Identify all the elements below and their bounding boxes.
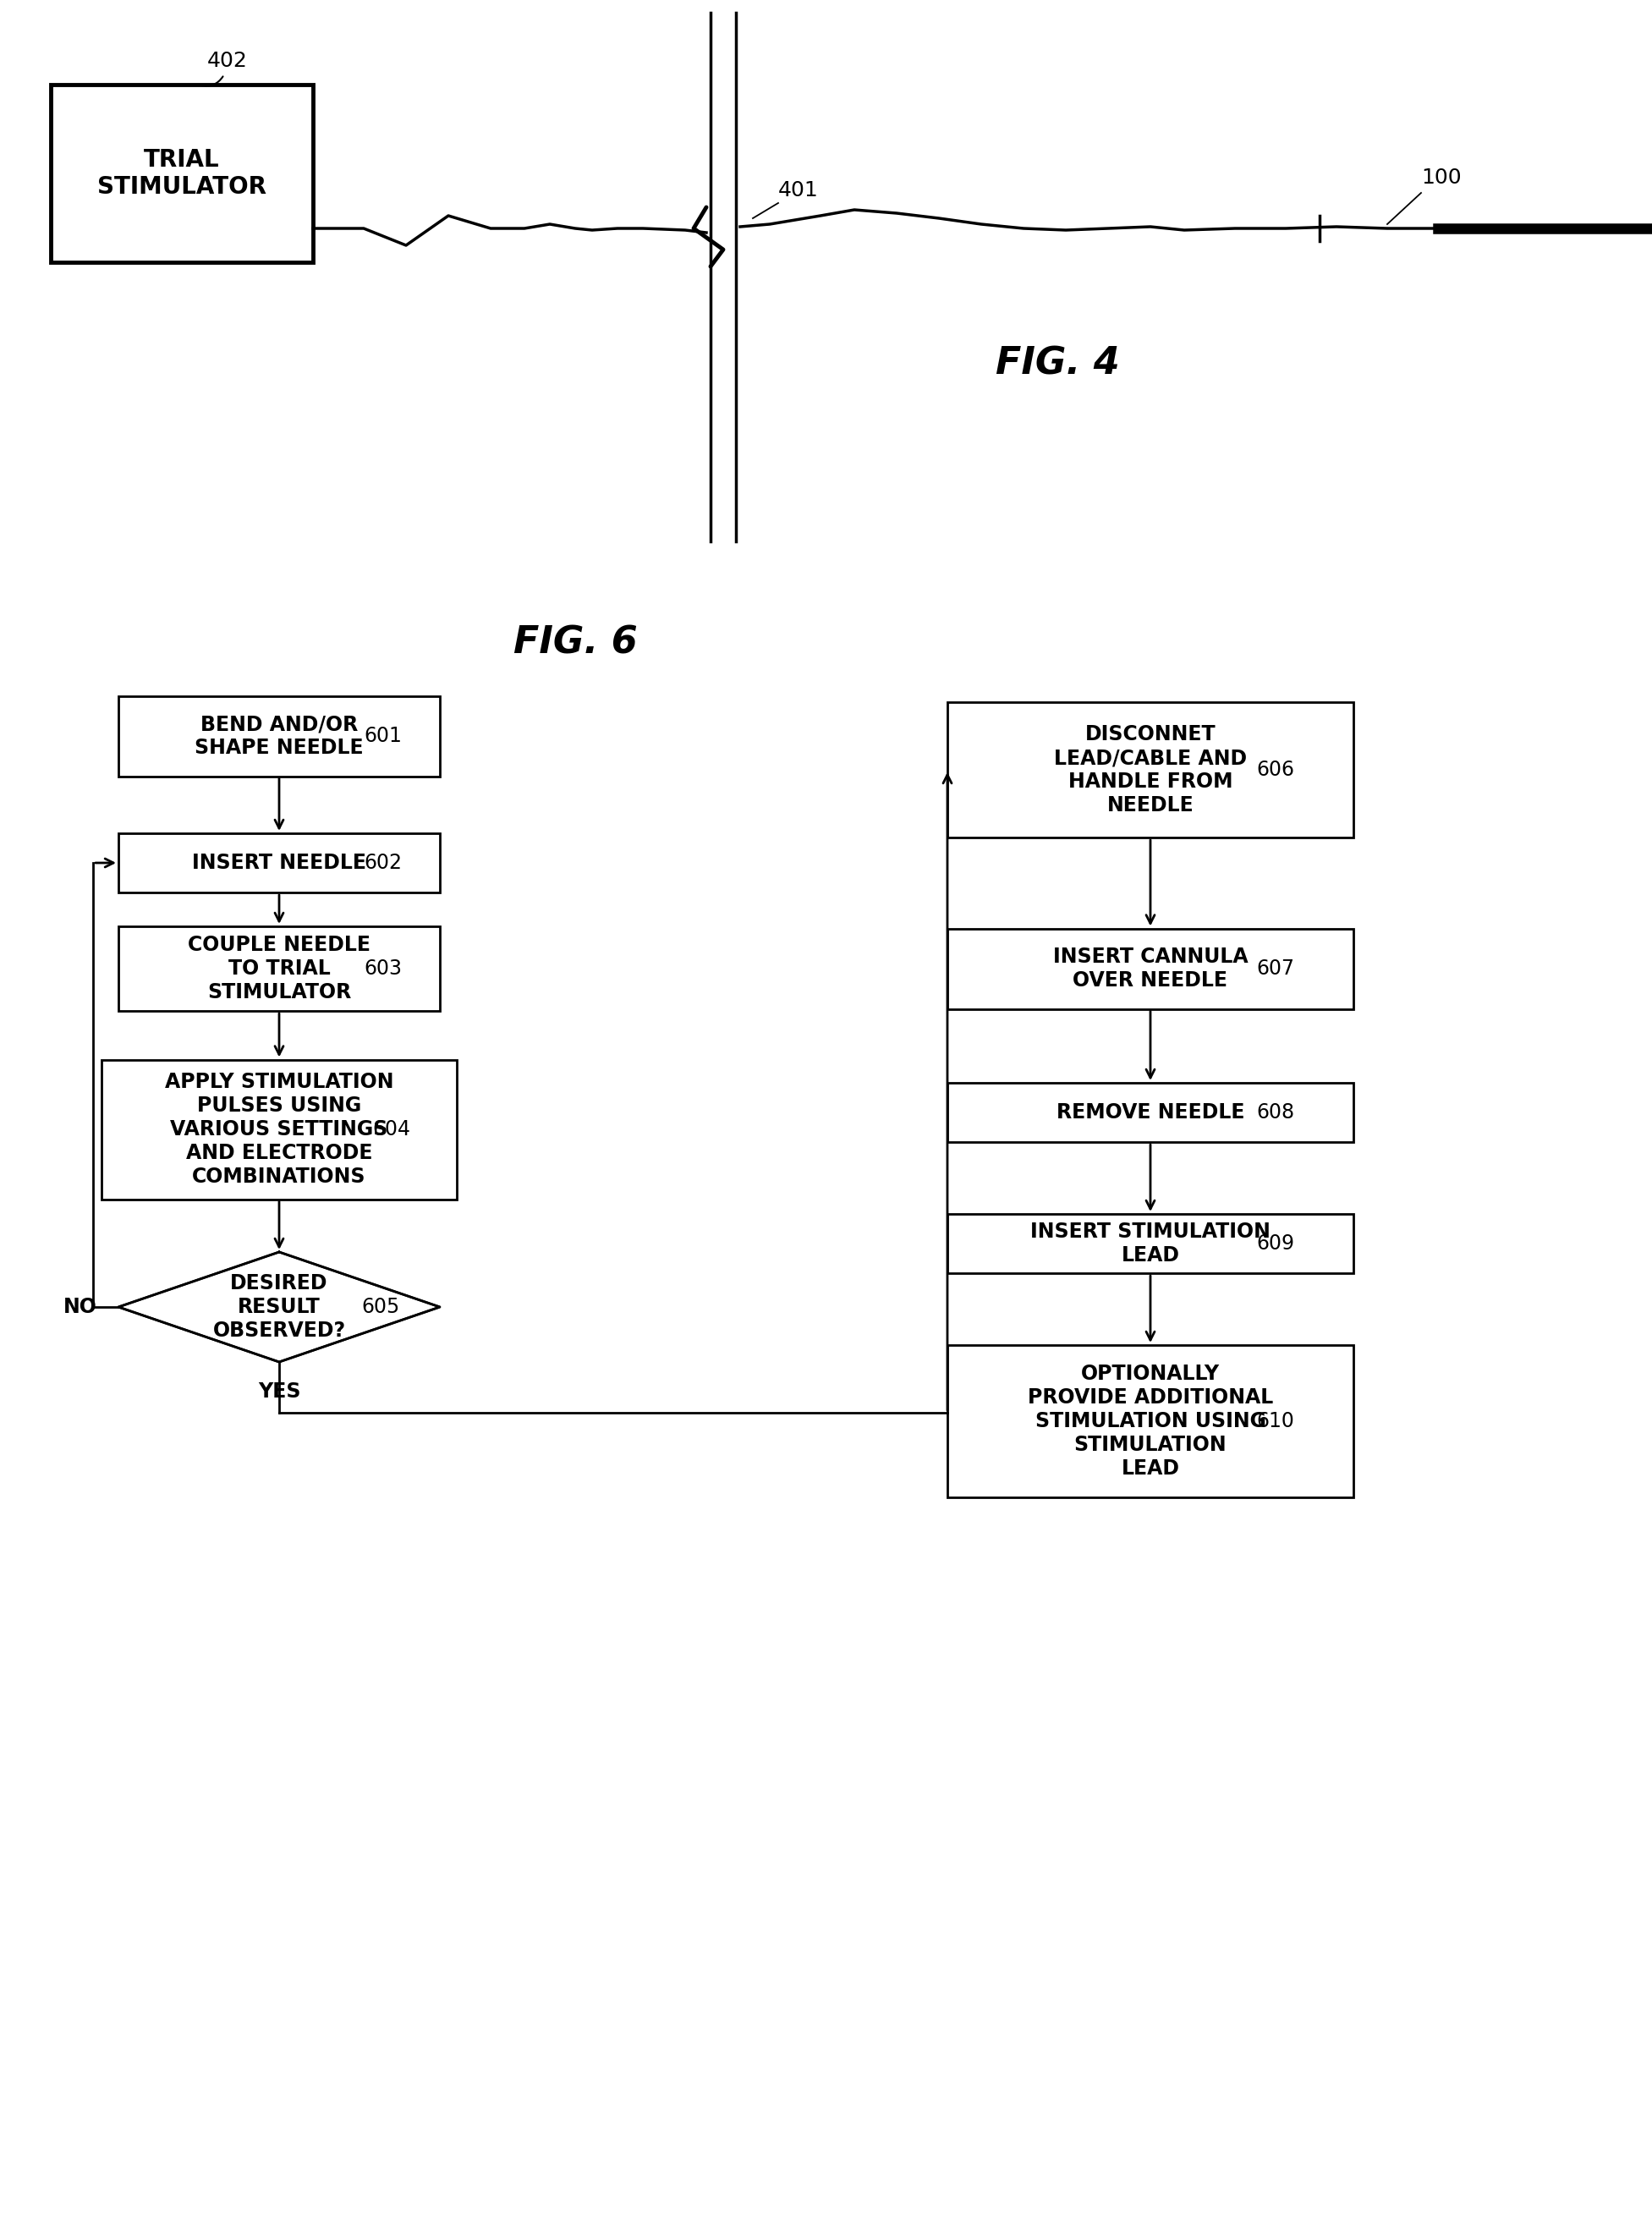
Text: 609: 609 <box>1256 1234 1294 1254</box>
Text: YES: YES <box>258 1381 301 1401</box>
Text: BEND AND/OR
SHAPE NEEDLE: BEND AND/OR SHAPE NEEDLE <box>195 713 363 758</box>
Polygon shape <box>119 1252 439 1361</box>
FancyBboxPatch shape <box>947 1214 1353 1274</box>
Text: 601: 601 <box>363 726 401 746</box>
Text: 602: 602 <box>363 854 401 874</box>
FancyBboxPatch shape <box>947 1082 1353 1142</box>
Text: OPTIONALLY
PROVIDE ADDITIONAL
STIMULATION USING
STIMULATION
LEAD: OPTIONALLY PROVIDE ADDITIONAL STIMULATIO… <box>1028 1363 1274 1477</box>
Text: 604: 604 <box>372 1120 410 1140</box>
Text: COUPLE NEEDLE
TO TRIAL
STIMULATOR: COUPLE NEEDLE TO TRIAL STIMULATOR <box>188 934 370 1001</box>
Text: APPLY STIMULATION
PULSES USING
VARIOUS SETTINGS
AND ELECTRODE
COMBINATIONS: APPLY STIMULATION PULSES USING VARIOUS S… <box>165 1073 393 1187</box>
FancyBboxPatch shape <box>947 928 1353 1008</box>
Text: 610: 610 <box>1256 1410 1294 1430</box>
Text: 608: 608 <box>1256 1102 1294 1122</box>
Text: DESIRED
RESULT
OBSERVED?: DESIRED RESULT OBSERVED? <box>213 1274 345 1341</box>
Text: 401: 401 <box>778 181 819 201</box>
Text: 603: 603 <box>363 959 401 979</box>
Text: FIG. 6: FIG. 6 <box>514 626 638 662</box>
Text: REMOVE NEEDLE: REMOVE NEEDLE <box>1056 1102 1244 1122</box>
Text: INSERT STIMULATION
LEAD: INSERT STIMULATION LEAD <box>1031 1223 1270 1265</box>
Text: 607: 607 <box>1256 959 1294 979</box>
FancyBboxPatch shape <box>101 1059 456 1200</box>
FancyBboxPatch shape <box>119 925 439 1010</box>
FancyBboxPatch shape <box>947 702 1353 838</box>
FancyBboxPatch shape <box>51 85 312 261</box>
Text: FIG. 4: FIG. 4 <box>995 346 1120 382</box>
Text: TRIAL
STIMULATOR: TRIAL STIMULATOR <box>97 148 266 199</box>
FancyBboxPatch shape <box>947 1345 1353 1497</box>
Text: DISCONNET
LEAD/CABLE AND
HANDLE FROM
NEEDLE: DISCONNET LEAD/CABLE AND HANDLE FROM NEE… <box>1054 724 1247 816</box>
Text: 605: 605 <box>362 1296 400 1316</box>
Text: 606: 606 <box>1256 760 1294 780</box>
Text: 100: 100 <box>1421 168 1462 188</box>
Text: NO: NO <box>63 1296 97 1316</box>
Text: 402: 402 <box>206 51 248 72</box>
FancyBboxPatch shape <box>119 834 439 892</box>
FancyBboxPatch shape <box>119 695 439 776</box>
Text: INSERT CANNULA
OVER NEEDLE: INSERT CANNULA OVER NEEDLE <box>1052 948 1247 990</box>
Text: INSERT NEEDLE: INSERT NEEDLE <box>192 854 367 874</box>
